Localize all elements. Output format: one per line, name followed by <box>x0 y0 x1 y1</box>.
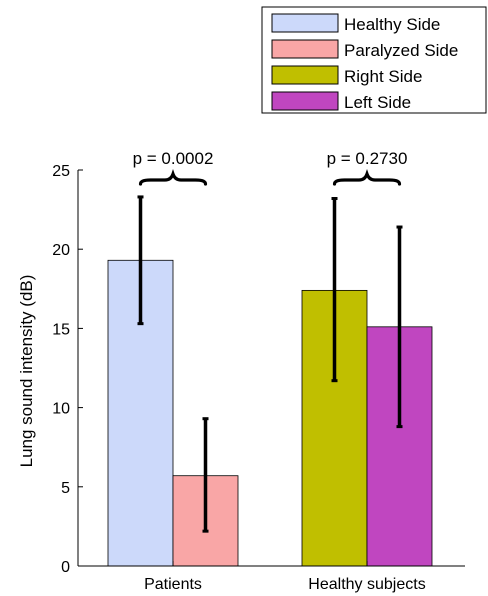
legend-swatch <box>271 13 339 33</box>
y-tick-label: 0 <box>61 559 70 576</box>
legend-label: Healthy Side <box>344 15 440 34</box>
significance-brackets: p = 0.0002 p = 0.2730 <box>133 149 408 186</box>
y-tick-label: 5 <box>61 480 70 497</box>
bars <box>107 259 433 567</box>
y-tick-label: 15 <box>52 321 70 338</box>
y-axis-label: Lung sound intensity (dB) <box>17 275 36 468</box>
legend-swatch <box>271 91 339 111</box>
legend-label: Paralyzed Side <box>344 41 458 60</box>
y-tick-label: 20 <box>52 242 70 259</box>
significance-bracket <box>138 168 208 186</box>
significance-bracket <box>332 168 402 186</box>
y-tick-label: 10 <box>52 401 70 418</box>
p-value-label: p = 0.2730 <box>327 149 408 168</box>
y-tick-label: 25 <box>52 163 70 180</box>
legend-swatch <box>271 39 339 59</box>
x-tick-label: Healthy subjects <box>308 576 425 593</box>
legend-label: Left Side <box>344 93 411 112</box>
axes: Patients Healthy subjects 0 5 10 15 20 25 <box>52 163 465 593</box>
legend-swatch <box>271 65 339 85</box>
p-value-label: p = 0.0002 <box>133 149 214 168</box>
legend-label: Right Side <box>344 67 422 86</box>
legend: Healthy Side Paralyzed Side Right Side Left… <box>261 6 487 114</box>
error-bars <box>137 195 403 533</box>
x-tick-label: Patients <box>144 576 202 593</box>
